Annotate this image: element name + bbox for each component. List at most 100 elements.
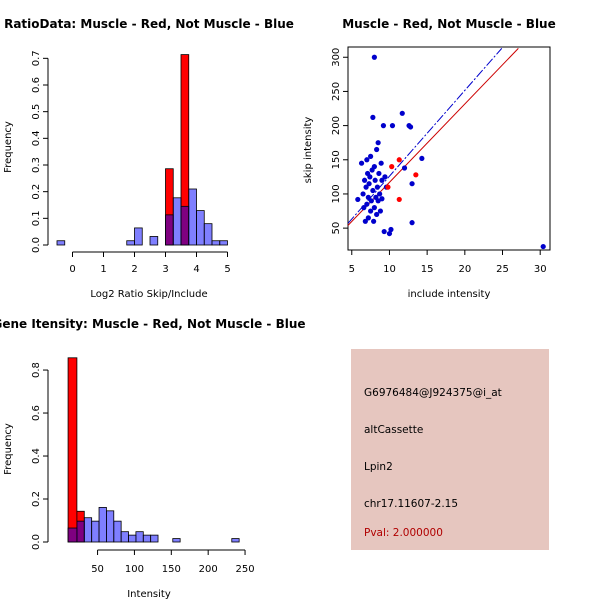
intensity-scatter: Muscle - Red, Not Muscle - Blue include … xyxy=(303,17,556,300)
not-muscle-bar xyxy=(231,538,240,543)
not-muscle-point xyxy=(382,174,388,180)
ratio-histogram: RatioData: Muscle - Red, Not Muscle - Bl… xyxy=(3,17,294,300)
x-tick-label: 25 xyxy=(496,264,509,275)
not-muscle-point xyxy=(364,201,370,207)
muscle-point xyxy=(396,157,402,163)
not-muscle-bar xyxy=(128,534,137,543)
not-muscle-point xyxy=(355,196,361,203)
not-muscle-point xyxy=(374,146,380,153)
y-tick-label: 0.4 xyxy=(31,130,42,146)
not-muscle-bar xyxy=(67,527,78,543)
x-tick-label: 200 xyxy=(199,564,218,575)
probe-id: G6976484@J924375@i_at xyxy=(364,387,502,399)
not-muscle-point xyxy=(389,123,396,129)
ratio-histogram-xlabel: Log2 Ratio Skip/Include xyxy=(90,289,207,300)
not-muscle-bar xyxy=(98,506,107,543)
y-tick-label: 50 xyxy=(331,222,342,235)
y-tick-label: 250 xyxy=(331,82,342,101)
scatter-ylabel: skip intensity xyxy=(303,117,314,184)
x-tick-label: 3 xyxy=(162,264,168,275)
not-muscle-bar xyxy=(83,517,93,543)
x-tick-label: 2 xyxy=(131,264,137,275)
x-tick-label: 4 xyxy=(193,264,199,275)
not-muscle-point xyxy=(379,177,385,183)
ratio-histogram-ylabel: Frequency xyxy=(3,121,14,173)
not-muscle-bar xyxy=(203,223,213,246)
x-tick-label: 150 xyxy=(162,564,181,575)
scatter-xlabel: include intensity xyxy=(408,289,491,300)
intensity-histogram-xlabel: Intensity xyxy=(127,589,171,600)
not-muscle-point xyxy=(371,205,377,211)
intensity-histogram-ylabel: Frequency xyxy=(3,423,14,475)
y-tick-label: 0.3 xyxy=(31,157,42,173)
not-muscle-bar xyxy=(126,240,135,246)
y-tick-label: 0.6 xyxy=(31,77,42,93)
not-muscle-point xyxy=(360,191,366,197)
not-muscle-point xyxy=(409,181,415,187)
y-tick-label: 0.1 xyxy=(31,210,42,226)
not-muscle-point xyxy=(374,211,380,218)
x-tick-label: 10 xyxy=(383,264,396,275)
not-muscle-point xyxy=(362,218,368,224)
not-muscle-point xyxy=(367,174,373,180)
muscle-fit-line xyxy=(347,48,519,226)
intensity-histogram: Gene Itensity: Muscle - Red, Not Muscle … xyxy=(0,317,306,600)
not-muscle-bar xyxy=(219,240,228,246)
not-muscle-point xyxy=(407,124,414,130)
event-type: altCassette xyxy=(364,424,424,436)
not-muscle-point xyxy=(371,164,377,170)
y-tick-label: 100 xyxy=(331,184,342,203)
not-muscle-point xyxy=(371,54,377,60)
not-muscle-point xyxy=(364,157,370,163)
not-muscle-point xyxy=(361,177,368,183)
not-muscle-bar xyxy=(135,531,144,543)
genomic-location: chr17.11607-2.15 xyxy=(364,498,459,510)
not-muscle-bar xyxy=(165,214,174,246)
y-tick-label: 0.0 xyxy=(31,237,42,253)
intensity-histogram-title: Gene Itensity: Muscle - Red, Not Muscle … xyxy=(0,317,306,331)
not-muscle-point xyxy=(377,191,383,197)
muscle-point xyxy=(396,196,402,203)
not-muscle-point xyxy=(379,196,385,202)
x-tick-label: 30 xyxy=(534,264,547,275)
x-tick-label: 20 xyxy=(458,264,471,275)
not-muscle-point xyxy=(372,177,378,183)
not-muscle-bar xyxy=(188,188,197,246)
not-muscle-point xyxy=(366,181,372,187)
muscle-point xyxy=(389,164,395,170)
x-tick-label: 100 xyxy=(125,564,144,575)
x-tick-label: 5 xyxy=(349,264,355,275)
not-muscle-point xyxy=(363,184,369,190)
not-muscle-bar xyxy=(149,236,159,246)
y-tick-label: 0.8 xyxy=(31,362,42,378)
not-muscle-point xyxy=(376,170,382,177)
not-muscle-bar xyxy=(56,240,66,246)
info-panel: G6976484@J924375@i_at altCassette Lpin2 … xyxy=(351,349,549,550)
ratio-histogram-title: RatioData: Muscle - Red, Not Muscle - Bl… xyxy=(4,17,294,31)
x-tick-label: 0 xyxy=(69,264,75,275)
not-muscle-point xyxy=(371,218,377,224)
muscle-bar xyxy=(67,357,78,543)
y-tick-label: 0.0 xyxy=(31,534,42,550)
not-muscle-point xyxy=(370,114,376,121)
not-muscle-bar xyxy=(150,534,159,543)
not-muscle-point xyxy=(401,165,408,171)
not-muscle-point xyxy=(399,110,405,116)
not-muscle-point xyxy=(381,228,387,235)
not-muscle-point xyxy=(374,184,380,190)
not-muscle-point xyxy=(540,243,546,250)
y-tick-label: 0.6 xyxy=(31,405,42,421)
not-muscle-point xyxy=(378,160,384,166)
not-muscle-point xyxy=(361,205,367,211)
muscle-point xyxy=(413,172,419,178)
y-tick-label: 0.2 xyxy=(31,491,42,507)
y-tick-label: 0.7 xyxy=(31,50,42,66)
not-muscle-point xyxy=(380,123,387,129)
scatter-title: Muscle - Red, Not Muscle - Blue xyxy=(342,17,556,31)
not-muscle-bar xyxy=(211,240,221,246)
y-tick-label: 150 xyxy=(331,150,342,169)
not-muscle-bar xyxy=(180,205,190,246)
not-muscle-point xyxy=(368,208,374,214)
not-muscle-bar xyxy=(172,538,181,543)
